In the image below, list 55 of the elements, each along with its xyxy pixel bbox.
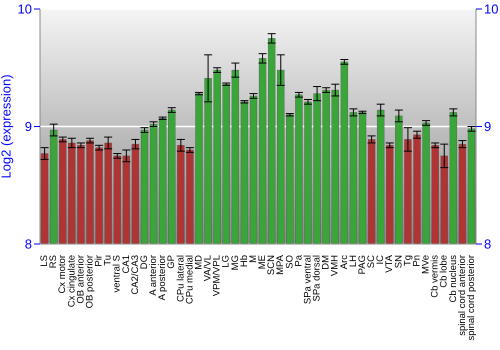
- x-tick-label: LG: [220, 255, 232, 268]
- x-tick-label: ventral S: [112, 255, 123, 292]
- x-tick-label: Pir: [94, 255, 105, 267]
- x-tick-label: Cx motor: [57, 255, 68, 294]
- x-tick-label: CPu lateral: [175, 255, 186, 302]
- y2-tick-label: 10: [484, 2, 498, 17]
- x-tick-label: MD: [193, 254, 204, 270]
- x-tick-label: SN: [393, 254, 404, 268]
- x-tick-label: SPa ventral: [302, 255, 314, 304]
- x-tick-label: MG: [230, 255, 241, 270]
- x-tick-label: LS: [39, 255, 50, 267]
- x-tick-label: OB anterior: [75, 255, 86, 304]
- x-tick-label: spinal cord posterior: [466, 255, 477, 341]
- x-tick-label: Arc: [338, 254, 350, 270]
- x-tick-label: CA2/CA3: [130, 255, 141, 295]
- x-tick-label: PAG: [356, 255, 368, 274]
- x-tick-label: A posterior: [157, 255, 168, 300]
- x-tick-label: SC: [366, 254, 378, 268]
- y2-tick-label: 9: [484, 119, 492, 134]
- y-tick-label: 8: [24, 236, 32, 252]
- x-tick-label: RS: [48, 255, 60, 268]
- x-tick-label: Cb vermis: [430, 254, 441, 298]
- x-tick-label: ME: [257, 255, 268, 270]
- x-tick-label: IC: [375, 254, 386, 264]
- y2-tick-label: 8: [484, 236, 492, 252]
- y-tick-label: 9: [24, 119, 32, 134]
- y-tick-label: 10: [18, 2, 32, 17]
- x-tick-label: SPa dorsal: [312, 255, 323, 302]
- x-tick-label: LH: [348, 254, 359, 268]
- x-tick-label: DM: [320, 254, 332, 270]
- x-tick-label: Tg: [402, 255, 414, 266]
- x-tick-label: Pa: [293, 254, 304, 267]
- x-tick-label: Hb: [238, 255, 250, 268]
- x-tick-label: VMH: [330, 254, 341, 276]
- x-tick-label: SO: [284, 255, 296, 269]
- x-tick-label: DG: [138, 255, 150, 270]
- x-tick-label: OB posterior: [84, 255, 96, 308]
- x-tick-label: SCN: [266, 254, 278, 276]
- x-tick-label: spinal cord anterior: [456, 255, 468, 336]
- x-tick-label: GP: [166, 255, 178, 269]
- x-tick-label: M: [248, 254, 259, 263]
- x-tick-label: CPu medial: [184, 255, 196, 304]
- y-axis-title: Log2 (expression): [0, 74, 14, 179]
- x-tick-label: MVe: [420, 255, 432, 274]
- x-tick-label: VA/VL: [202, 255, 214, 282]
- x-tick-label: Pn: [411, 255, 422, 267]
- x-tick-label: CA1: [120, 255, 132, 274]
- x-tick-label: VPM/VPL: [212, 255, 223, 296]
- x-tick-label: Cb nucleus: [448, 254, 459, 303]
- x-tick-label: A anterior: [148, 255, 160, 296]
- x-tick-label: MPA: [275, 254, 286, 275]
- x-tick-label: Tu: [102, 255, 114, 266]
- x-tick-label: Cb lobe: [438, 255, 450, 288]
- x-tick-label: VTA: [384, 254, 396, 273]
- x-tick-label: Cx cingulate: [66, 255, 78, 308]
